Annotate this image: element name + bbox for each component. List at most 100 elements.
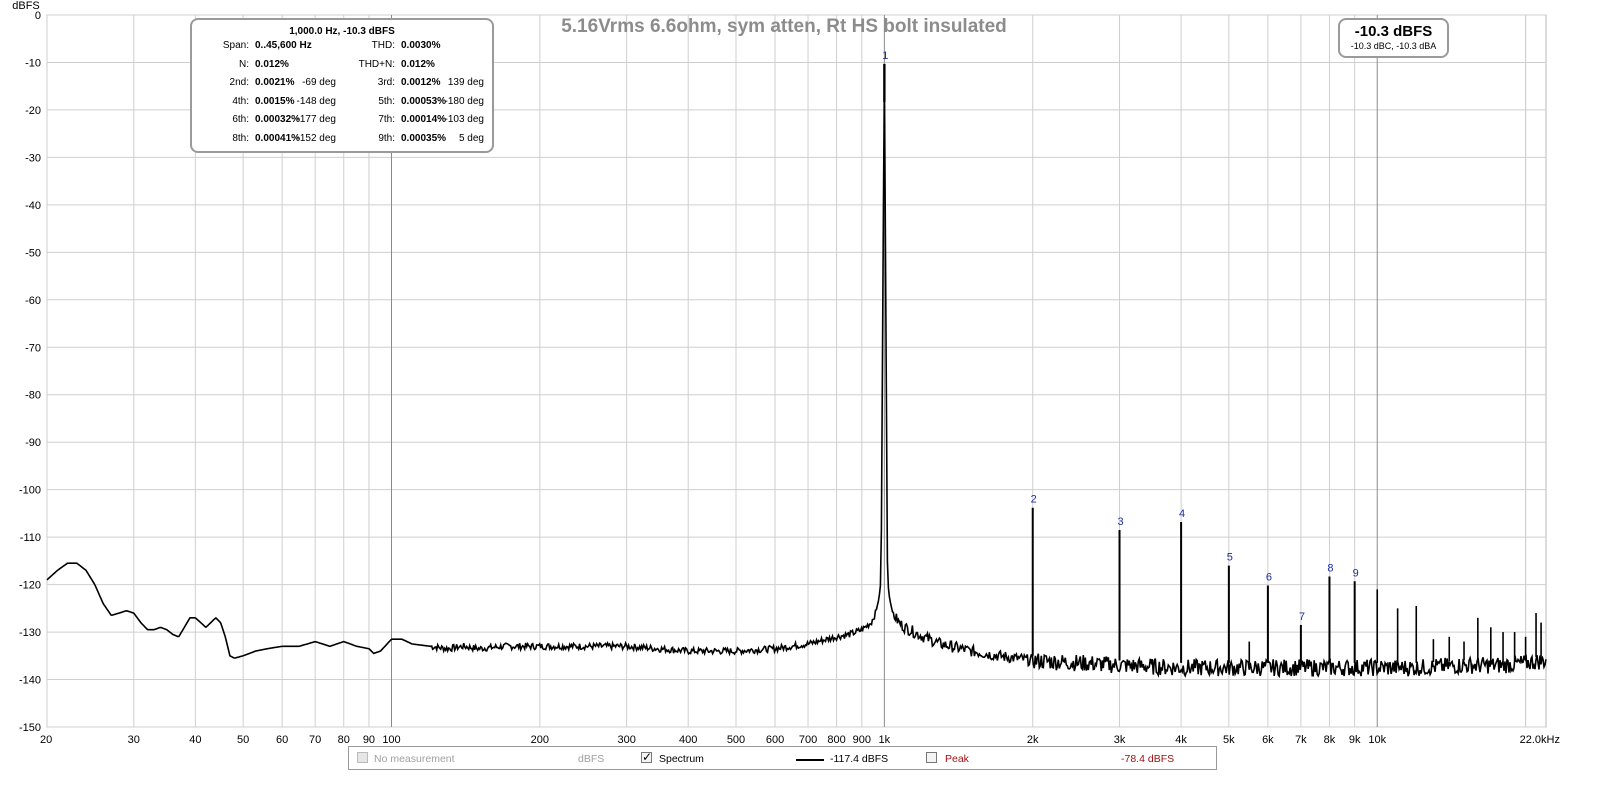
stats-cell: -103 deg <box>444 114 484 125</box>
x-tick-label: 20 <box>40 734 52 746</box>
level-readout: -10.3 dBFS -10.3 dBC, -10.3 dBA <box>1338 18 1449 58</box>
spectrum-series-line <box>46 76 1547 679</box>
x-tick-label: 9k <box>1349 734 1361 746</box>
spectrum-label: Spectrum <box>659 753 704 765</box>
stats-cell: 0.00014% <box>401 114 447 125</box>
stats-cell: 0.012% <box>255 58 289 70</box>
x-tick-label: 400 <box>679 734 697 746</box>
x-tick-label: 90 <box>363 734 375 746</box>
x-tick-label: 500 <box>727 734 745 746</box>
stats-cell: Span: <box>222 40 249 51</box>
x-tick-label: 800 <box>827 734 845 746</box>
stats-row: 4th: 0.0015% -148 deg 5th: 0.00053% -180 deg <box>192 93 492 112</box>
chart-axes: 0 -10 -20 -30 -40 -50 -60 -70 -80 -90 -100 -110 -120… <box>19 10 1560 746</box>
stats-row: 2nd: 0.0021% -69 deg 3rd: 0.0012% 139 deg <box>192 74 492 93</box>
stats-row: N: 0.012% THD+N: 0.012% <box>192 56 492 75</box>
no-measurement-checkbox[interactable] <box>357 752 368 763</box>
x-tick-label: 1k <box>879 734 891 746</box>
x-tick-label: 300 <box>617 734 635 746</box>
stats-cell: N: <box>239 58 249 70</box>
stats-cell: 139 deg <box>447 77 484 88</box>
chart-title: 5.16Vrms 6.6ohm, sym atten, Rt HS bolt i… <box>561 16 1007 37</box>
x-tick-label: 700 <box>799 734 817 746</box>
stats-cell: -152 deg <box>296 132 336 144</box>
stats-cell: 0.0021% <box>255 77 295 88</box>
level-main-value: -10.3 dBFS <box>1354 23 1433 40</box>
x-tick-label: 22.0kHz <box>1520 734 1560 746</box>
stats-cell: 0.0030% <box>401 40 441 51</box>
stats-cell: -148 deg <box>296 95 336 107</box>
harmonic-label: 6 <box>1266 572 1272 584</box>
stats-cell: 0.00041% <box>255 132 301 144</box>
x-tick-label: 10k <box>1368 734 1386 746</box>
harmonic-label: 4 <box>1179 508 1185 520</box>
spectrum-checkbox[interactable] <box>641 750 652 764</box>
x-tick-label: 100 <box>382 734 400 746</box>
stats-cell: -180 deg <box>444 95 484 107</box>
harmonic-label: 9 <box>1353 567 1359 579</box>
stats-cell: 5 deg <box>458 132 484 144</box>
peak-value: -78.4 dBFS <box>1121 753 1175 765</box>
stats-cell: 0.00032% <box>255 114 301 125</box>
stats-row: 8th: 0.00041% -152 deg 9th: 0.00035% 5 deg <box>192 130 492 149</box>
stats-cell: 5th: <box>378 95 395 107</box>
spectrum-legend-line <box>796 759 824 761</box>
x-tick-label: 60 <box>276 734 288 746</box>
y-tick-label: -60 <box>25 295 41 307</box>
harmonic-label: 7 <box>1299 611 1305 623</box>
stats-cell: 0.012% <box>401 58 435 70</box>
y-tick-label: -70 <box>25 342 41 354</box>
stats-cell: 9th: <box>378 132 395 144</box>
x-tick-label: 900 <box>853 734 871 746</box>
x-tick-label: 4k <box>1175 734 1187 746</box>
stats-row: 6th: 0.00032% -177 deg 7th: 0.00014% -103 deg <box>192 111 492 130</box>
stats-cell: 6th: <box>232 114 249 125</box>
stats-cell: 7th: <box>378 114 395 125</box>
stats-cell: 0.0012% <box>401 77 441 88</box>
x-tick-label: 30 <box>128 734 140 746</box>
y-tick-label: -50 <box>25 247 41 259</box>
harmonic-label: 1 <box>882 50 888 62</box>
x-tick-label: 70 <box>309 734 321 746</box>
no-measurement-label: No measurement <box>374 753 455 765</box>
stats-cell: 4th: <box>232 95 249 107</box>
peak-checkbox[interactable] <box>926 752 937 763</box>
stats-cell: 0.0015% <box>255 95 295 107</box>
y-tick-label: -30 <box>25 152 41 164</box>
x-tick-label: 3k <box>1114 734 1126 746</box>
stats-header: 1,000.0 Hz, -10.3 dBFS <box>289 26 395 37</box>
y-tick-label: -40 <box>25 200 41 212</box>
stats-cell: 0.00053% <box>401 95 447 107</box>
stats-row: Span: 0..45,600 Hz THD: 0.0030% <box>192 37 492 56</box>
y-tick-label: -10 <box>25 57 41 69</box>
x-tick-label: 6k <box>1262 734 1274 746</box>
x-tick-label: 2k <box>1027 734 1039 746</box>
harmonic-peaks: 1 2 3 4 5 6 7 8 9 <box>882 50 1542 663</box>
stats-cell: THD+N: <box>358 58 395 70</box>
x-tick-label: 200 <box>531 734 549 746</box>
level-weighted-values: -10.3 dBC, -10.3 dBA <box>1350 41 1437 51</box>
distortion-stats-panel: 1,000.0 Hz, -10.3 dBFS Span: 0..45,600 Hz… <box>190 18 494 153</box>
x-tick-label: 40 <box>189 734 201 746</box>
x-tick-label: 600 <box>766 734 784 746</box>
y-tick-label: -90 <box>25 437 41 449</box>
spectrum-value: -117.4 dBFS <box>830 753 889 765</box>
harmonic-label: 5 <box>1227 552 1233 564</box>
peak-label: Peak <box>945 753 969 765</box>
stats-cell: THD: <box>371 40 395 51</box>
stats-cell: 8th: <box>232 132 249 144</box>
stats-cell: -69 deg <box>302 77 336 88</box>
y-tick-label: -80 <box>25 390 41 402</box>
no-measurement-unit: dBFS <box>578 753 605 765</box>
y-tick-label: -140 <box>19 675 41 687</box>
y-tick-label: -100 <box>19 485 41 497</box>
stats-cell: 0..45,600 Hz <box>255 40 312 51</box>
x-tick-label: 5k <box>1223 734 1235 746</box>
y-tick-label: 0 <box>35 10 41 22</box>
x-tick-label: 7k <box>1295 734 1307 746</box>
harmonic-label: 2 <box>1031 494 1037 506</box>
legend-bar: No measurement dBFS Spectrum -117.4 dBFS… <box>348 746 1217 770</box>
y-tick-label: -120 <box>19 580 41 592</box>
harmonic-label: 3 <box>1117 516 1123 528</box>
